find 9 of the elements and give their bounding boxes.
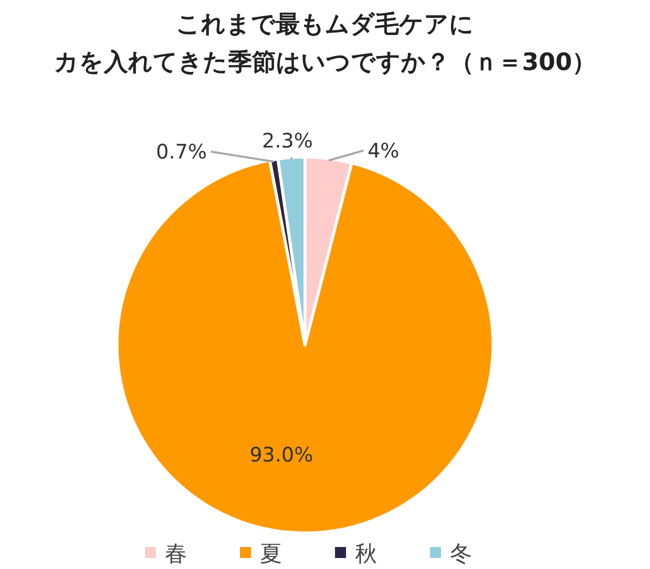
data-label: 4% (368, 138, 400, 162)
legend-label: 秋 (355, 542, 377, 567)
data-label: 2.3% (262, 128, 313, 152)
data-label: 0.7% (156, 140, 207, 164)
data-label: 93.0% (250, 442, 314, 466)
legend-label: 春 (165, 542, 187, 567)
legend-label: 冬 (450, 542, 472, 567)
legend-label: 夏 (260, 542, 282, 567)
chart-title: これまで最もムダ毛ケアにカを入れてきた季節はいつですか？（ｎ＝300） (54, 10, 596, 76)
